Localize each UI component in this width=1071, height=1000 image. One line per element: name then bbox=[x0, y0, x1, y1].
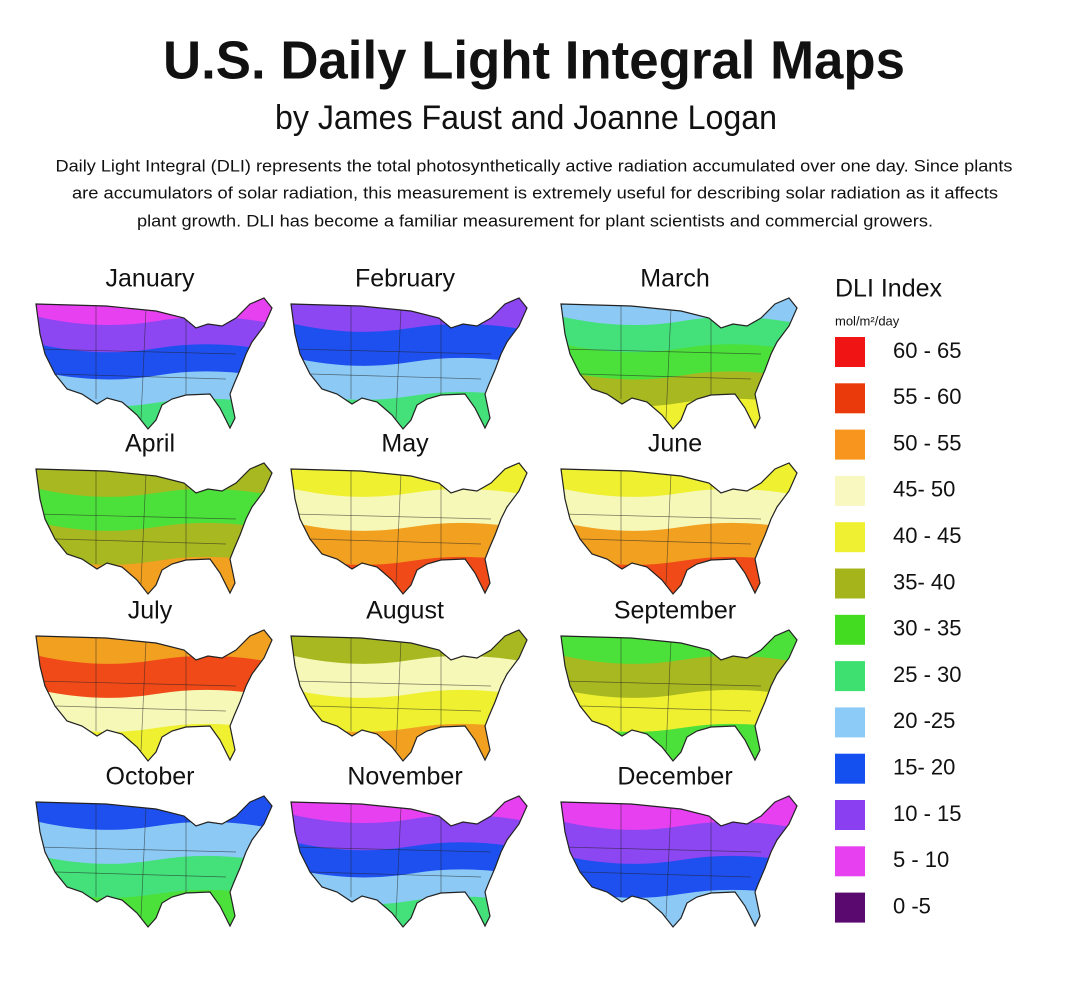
state-line bbox=[55, 373, 227, 380]
map-outline bbox=[290, 795, 528, 928]
state-line bbox=[580, 871, 752, 878]
legend-label: 20 -25 bbox=[893, 708, 955, 733]
state-line bbox=[561, 680, 762, 687]
legend-label: 35- 40 bbox=[893, 569, 955, 594]
description-line: are accumulators of solar radiation, thi… bbox=[72, 183, 998, 202]
legend-swatch bbox=[835, 475, 865, 506]
legend-swatch bbox=[835, 800, 865, 830]
state-line bbox=[55, 871, 227, 878]
month-label: July bbox=[128, 597, 173, 625]
state-line bbox=[580, 538, 752, 545]
legend-swatch bbox=[835, 661, 865, 692]
state-line bbox=[310, 705, 482, 712]
month-label: June bbox=[648, 430, 702, 458]
state-line bbox=[140, 473, 147, 585]
description-line: plant growth. DLI has become a familiar … bbox=[137, 211, 933, 230]
month-label: March bbox=[640, 265, 709, 293]
state-line bbox=[291, 846, 492, 853]
state-line bbox=[310, 871, 482, 878]
state-line bbox=[36, 348, 237, 355]
legend-label: 45- 50 bbox=[893, 477, 955, 502]
state-line bbox=[310, 538, 482, 545]
month-label: October bbox=[106, 763, 195, 791]
state-line bbox=[36, 680, 237, 687]
state-line bbox=[665, 806, 672, 918]
legend-swatch bbox=[835, 707, 865, 738]
month-label: December bbox=[617, 763, 732, 791]
state-line bbox=[55, 538, 227, 545]
map-band bbox=[36, 888, 272, 927]
state-line bbox=[561, 348, 762, 355]
month-label: February bbox=[355, 265, 456, 293]
state-line bbox=[395, 473, 402, 585]
map-outline bbox=[290, 297, 528, 430]
legend-swatch bbox=[835, 753, 865, 784]
legend-label: 55 - 60 bbox=[893, 384, 962, 409]
legend-unit: mol/m²/day bbox=[835, 313, 900, 328]
subtitle: by James Faust and Joanne Logan bbox=[275, 99, 777, 137]
state-line bbox=[395, 640, 402, 752]
legend-label: 25 - 30 bbox=[893, 662, 962, 687]
month-label: September bbox=[614, 597, 736, 625]
legend-swatch bbox=[835, 383, 865, 414]
map-outline bbox=[560, 629, 798, 762]
legend-label: 60 - 65 bbox=[893, 338, 962, 363]
state-line bbox=[291, 680, 492, 687]
legend-swatch bbox=[835, 846, 865, 877]
legend-swatch bbox=[835, 614, 865, 645]
legend-label: 15- 20 bbox=[893, 755, 955, 780]
state-line bbox=[140, 308, 147, 420]
state-line bbox=[580, 705, 752, 712]
state-line bbox=[561, 846, 762, 853]
legend-swatch bbox=[835, 522, 865, 553]
state-line bbox=[140, 640, 147, 752]
title: U.S. Daily Light Integral Maps bbox=[163, 30, 905, 90]
state-line bbox=[561, 513, 762, 520]
map-outline bbox=[560, 795, 798, 928]
legend-swatch bbox=[835, 568, 865, 599]
legend-swatch bbox=[835, 892, 865, 923]
state-line bbox=[395, 806, 402, 918]
map-outline bbox=[35, 297, 273, 430]
state-line bbox=[310, 373, 482, 380]
legend-swatch bbox=[835, 337, 865, 367]
description-line: Daily Light Integral (DLI) represents th… bbox=[56, 156, 1013, 175]
month-label: May bbox=[381, 430, 429, 458]
month-label: January bbox=[106, 265, 195, 293]
legend-label: 40 - 45 bbox=[893, 523, 962, 548]
state-line bbox=[36, 513, 237, 520]
state-line bbox=[291, 513, 492, 520]
map-outline bbox=[560, 462, 798, 595]
map-outline bbox=[290, 629, 528, 762]
state-line bbox=[55, 705, 227, 712]
month-label: April bbox=[125, 430, 175, 458]
map-band bbox=[561, 888, 797, 927]
state-line bbox=[580, 373, 752, 380]
state-line bbox=[140, 806, 147, 918]
legend-title: DLI Index bbox=[835, 275, 943, 303]
map-outline bbox=[35, 629, 273, 762]
state-line bbox=[665, 473, 672, 585]
map-outline bbox=[35, 795, 273, 928]
legend-swatch bbox=[835, 429, 865, 460]
legend-label: 0 -5 bbox=[893, 893, 931, 918]
month-label: November bbox=[347, 763, 462, 791]
legend-label: 10 - 15 bbox=[893, 801, 962, 826]
state-line bbox=[665, 308, 672, 420]
legend-label: 5 - 10 bbox=[893, 847, 949, 872]
map-outline bbox=[35, 462, 273, 595]
legend-label: 50 - 55 bbox=[893, 430, 962, 455]
map-outline bbox=[290, 462, 528, 595]
state-line bbox=[291, 348, 492, 355]
month-label: August bbox=[366, 597, 444, 625]
map-outline bbox=[560, 297, 798, 430]
state-line bbox=[395, 308, 402, 420]
state-line bbox=[36, 846, 237, 853]
legend-label: 30 - 35 bbox=[893, 616, 962, 641]
state-line bbox=[665, 640, 672, 752]
